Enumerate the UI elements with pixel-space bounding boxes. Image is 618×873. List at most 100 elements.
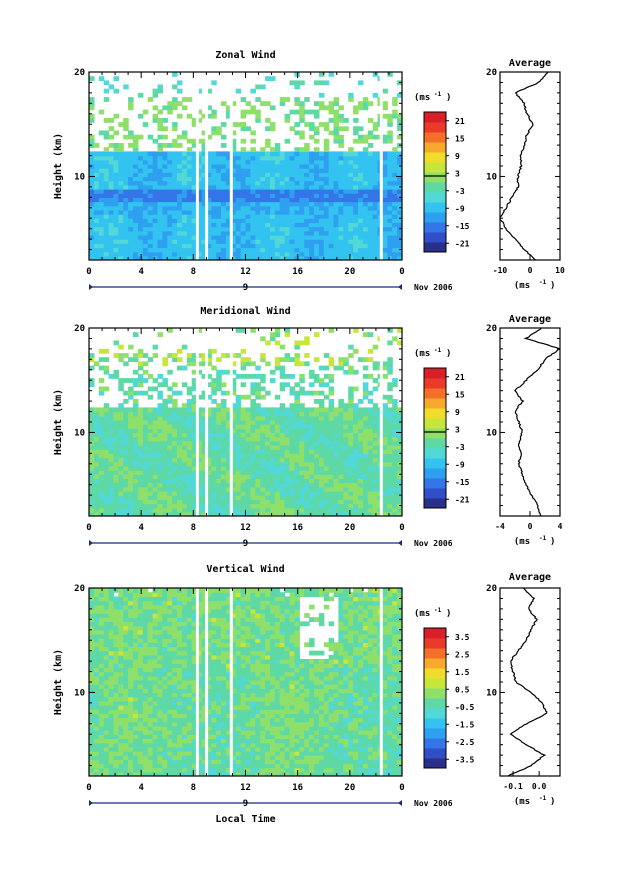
heatmap-cell <box>358 763 364 769</box>
heatmap-cell <box>284 214 291 219</box>
heatmap-cell <box>133 419 139 425</box>
heatmap-cell <box>118 490 124 496</box>
heatmap-cell <box>206 750 212 756</box>
heatmap-cell <box>157 243 163 249</box>
heatmap-cell <box>314 457 320 463</box>
heatmap-cell <box>157 411 163 417</box>
heatmap-cell <box>177 226 183 232</box>
heatmap-cell <box>103 470 110 475</box>
heatmap-cell <box>333 746 339 752</box>
heatmap-cell <box>318 234 325 240</box>
heatmap-cell <box>372 168 379 173</box>
heatmap-cell <box>113 180 119 186</box>
heatmap-cell <box>314 407 320 413</box>
heatmap-cell <box>279 163 286 169</box>
heatmap-cell <box>245 415 251 421</box>
heatmap-cell <box>137 750 144 756</box>
heatmap-cell <box>328 474 335 479</box>
heatmap-cell <box>133 390 139 396</box>
heatmap-cell <box>397 255 402 260</box>
heatmap-cell <box>260 449 266 454</box>
heatmap-cell <box>284 226 291 232</box>
heatmap-cell <box>152 193 159 198</box>
heatmap-cell <box>177 222 183 228</box>
heatmap-cell <box>123 767 129 773</box>
heatmap-cell <box>265 247 271 253</box>
heatmap-cell <box>157 255 163 260</box>
heatmap-cell <box>172 172 178 178</box>
heatmap-cell <box>362 239 369 244</box>
heatmap-cell <box>108 226 115 232</box>
heatmap-cell <box>265 763 271 769</box>
heatmap-cell <box>260 184 266 190</box>
heatmap-cell <box>367 465 374 471</box>
heatmap-cell <box>314 168 320 173</box>
heatmap-cell <box>279 172 286 178</box>
heatmap-cell <box>304 143 310 148</box>
heatmap-cell <box>333 197 339 203</box>
heatmap-cell <box>353 243 359 249</box>
heatmap-cell <box>211 218 217 223</box>
heatmap-cell <box>309 382 315 388</box>
heatmap-cell <box>157 407 163 413</box>
heatmap-cell <box>260 201 266 207</box>
heatmap-cell <box>250 109 256 115</box>
heatmap-cell <box>309 176 315 182</box>
heatmap-cell <box>333 243 339 249</box>
heatmap-cell <box>260 461 266 467</box>
heatmap-cell <box>367 201 374 207</box>
heatmap-cell <box>152 755 159 760</box>
heatmap-cell <box>353 424 359 429</box>
heatmap-cell <box>103 734 110 739</box>
colorbar-segment <box>424 498 446 509</box>
heatmap-cell <box>206 771 212 776</box>
x-tick-label: 4 <box>138 523 144 533</box>
heatmap-cell <box>279 503 286 509</box>
heatmap-cell <box>103 130 110 136</box>
heatmap-cell <box>323 449 330 454</box>
heatmap-cell <box>323 499 330 505</box>
heatmap-cell <box>177 750 183 756</box>
heatmap-cell <box>196 180 203 186</box>
heatmap-cell <box>152 176 159 182</box>
heatmap-cell <box>230 218 237 223</box>
heatmap-cell <box>167 328 173 333</box>
heatmap-cell <box>221 763 227 769</box>
heatmap-cell <box>309 197 315 203</box>
heatmap-cell <box>274 465 281 471</box>
heatmap-cell <box>172 428 178 434</box>
heatmap-cell <box>323 374 330 379</box>
colorbar-segment <box>424 478 446 489</box>
heatmap-cell <box>348 180 354 186</box>
heatmap-cell <box>225 490 232 496</box>
heatmap-cell <box>201 209 207 215</box>
heatmap-cell <box>270 424 276 429</box>
heatmap-cell <box>235 461 242 467</box>
heatmap-cell <box>225 214 232 219</box>
heatmap-cell <box>137 499 144 505</box>
heatmap-cell <box>284 118 291 123</box>
heatmap-cell <box>245 189 251 194</box>
heatmap-cell <box>260 755 266 760</box>
heatmap-cell <box>289 201 295 207</box>
heatmap-cell <box>162 436 168 442</box>
heatmap-cell <box>206 470 212 475</box>
profile-unit: (ms <box>514 537 530 547</box>
heatmap-cell <box>387 239 393 244</box>
heatmap-cell <box>201 251 207 257</box>
heatmap-cell <box>328 197 335 203</box>
heatmap-cell <box>137 180 144 186</box>
heatmap-cell <box>216 403 222 408</box>
heatmap-cell <box>181 440 188 446</box>
heatmap-cell <box>265 189 271 194</box>
heatmap-cell <box>177 474 183 479</box>
heatmap-cell <box>299 193 305 198</box>
heatmap-cell <box>270 214 276 219</box>
heatmap-cell <box>118 344 124 350</box>
heatmap-cell <box>201 147 207 152</box>
heatmap-cell <box>108 407 115 413</box>
heatmap-cell <box>113 436 119 442</box>
heatmap-cell <box>382 101 388 106</box>
heatmap-cell <box>221 453 227 459</box>
heatmap-cell <box>211 382 217 388</box>
